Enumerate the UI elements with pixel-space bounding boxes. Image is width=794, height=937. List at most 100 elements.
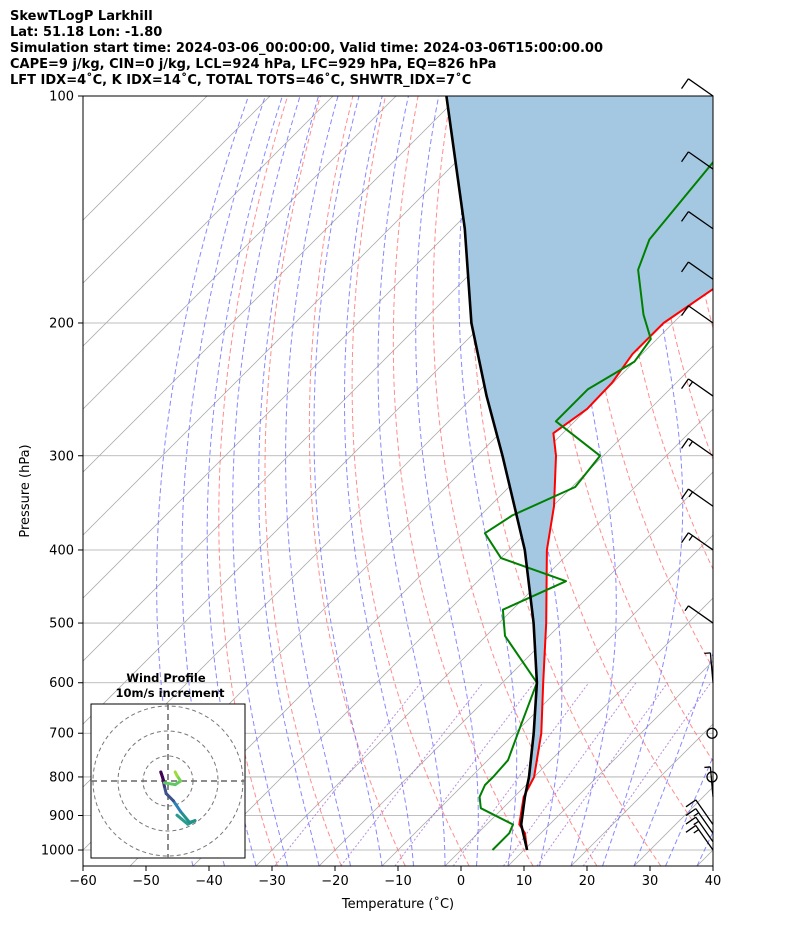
dewpoint-profile-line — [478, 160, 713, 851]
background-grid-lines — [83, 96, 794, 866]
barb-flag — [681, 488, 689, 500]
dry-adiabat-line — [711, 96, 713, 119]
y-tick-label: 800 — [49, 770, 74, 785]
parcel-profile-line — [445, 96, 539, 851]
moist-adiabat-line — [232, 96, 301, 866]
wind-barb — [685, 808, 714, 834]
barb-flag — [704, 766, 711, 769]
isotherm-line — [83, 96, 334, 347]
x-tick-label: −20 — [321, 874, 348, 889]
barb-staff — [709, 652, 714, 683]
wind-barb — [704, 652, 714, 683]
barb-flag — [684, 605, 689, 612]
x-tick-label: 30 — [642, 874, 659, 889]
y-tick-label: 1000 — [41, 844, 74, 859]
calm-circle — [706, 771, 718, 783]
barb-flag — [681, 378, 689, 390]
barb-staff — [695, 799, 714, 825]
mixing-ratio-line — [582, 682, 712, 866]
barb-flag — [681, 305, 689, 316]
isotherm-line — [83, 96, 271, 284]
dry-adiabat-line — [308, 96, 406, 866]
y-tick-label: 500 — [49, 617, 74, 632]
barb-flag — [681, 261, 689, 273]
hodograph-segment — [159, 770, 166, 785]
barb-flag — [704, 652, 711, 655]
stability-indices-2: LFT IDX=4˚C, K IDX=14˚C, TOTAL TOTS=46˚C… — [10, 73, 472, 88]
dry-adiabat-line — [745, 96, 794, 866]
barb-flag — [693, 812, 700, 817]
simulation-times: Simulation start time: 2024-03-06_00:00:… — [10, 41, 603, 56]
barb-flag — [681, 438, 689, 449]
isotherm-line — [570, 723, 713, 866]
wind-barb — [684, 605, 714, 624]
mixing-ratio-line — [394, 682, 535, 866]
barb-flag — [685, 808, 697, 817]
moist-adiabat-line — [377, 96, 446, 866]
y-tick-label: 900 — [49, 809, 74, 824]
inset-title: Wind Profile — [126, 671, 206, 685]
x-tick-label: −60 — [69, 874, 96, 889]
dry-adiabat-line — [218, 96, 289, 866]
hodograph-segment — [164, 792, 175, 803]
barb-flag — [688, 441, 694, 447]
wind-barb — [681, 78, 714, 97]
wind-barb — [681, 261, 714, 280]
barb-staff — [688, 261, 714, 280]
isotherm-line — [381, 534, 713, 866]
mixing-ratio-line — [274, 682, 422, 866]
wind-barb — [685, 824, 714, 851]
y-tick-label: 400 — [49, 543, 74, 558]
moist-adiabat-line — [206, 96, 283, 866]
barb-flag — [693, 829, 700, 834]
location-coordinates: Lat: 51.18 Lon: -1.80 — [10, 25, 163, 40]
wind-barb — [681, 151, 714, 170]
barb-flag — [693, 820, 700, 826]
wind-barb — [685, 816, 714, 843]
inset-ring — [117, 730, 219, 832]
y-tick-label: 300 — [49, 449, 74, 464]
hodograph-segment — [179, 810, 192, 824]
x-tick-label: 10 — [516, 874, 533, 889]
moist-adiabat-line — [633, 651, 713, 866]
inset-rings — [91, 704, 245, 858]
wind-barb — [706, 771, 718, 783]
barb-flag — [688, 491, 694, 498]
dry-adiabat-line — [432, 96, 598, 866]
moist-adiabat-line — [258, 96, 320, 866]
calm-circle — [706, 727, 718, 739]
dry-adiabat-line — [777, 96, 794, 866]
isotherm-line — [192, 345, 713, 866]
barb-flag — [685, 816, 697, 825]
wind-barb — [681, 211, 714, 230]
moist-adiabat-line — [344, 96, 414, 866]
wind-barb — [706, 727, 718, 739]
dry-adiabat-line — [646, 96, 713, 461]
cape-region — [446, 96, 713, 825]
y-tick-label: 200 — [49, 316, 74, 331]
barb-flag — [685, 799, 697, 808]
isotherm-line — [83, 96, 460, 473]
chart-header: SkewTLogP Larkhill Lat: 51.18 Lon: -1.80… — [10, 9, 603, 89]
dry-adiabat-line — [471, 96, 662, 866]
isotherm-line — [255, 408, 713, 866]
wind-barb — [681, 438, 714, 457]
hodograph-segment — [171, 799, 183, 814]
barb-staff — [688, 305, 714, 324]
wind-barb — [681, 532, 714, 551]
moist-adiabat-line — [415, 96, 479, 866]
isotherm-line — [507, 660, 713, 866]
barb-flag — [688, 381, 694, 388]
dry-adiabat-line — [392, 96, 534, 866]
barb-flag — [685, 824, 697, 833]
isotherm-line — [444, 597, 713, 866]
mixing-ratio-line — [502, 682, 637, 866]
isotherm-line — [83, 96, 586, 599]
moist-adiabat-line — [665, 755, 713, 866]
barb-staff — [688, 211, 714, 230]
x-tick-label: −40 — [195, 874, 222, 889]
x-tick-label: 20 — [579, 874, 596, 889]
stability-indices-1: CAPE=9 j/kg, CIN=0 j/kg, LCL=924 hPa, LF… — [10, 57, 497, 72]
cape-area-fill — [446, 96, 713, 825]
